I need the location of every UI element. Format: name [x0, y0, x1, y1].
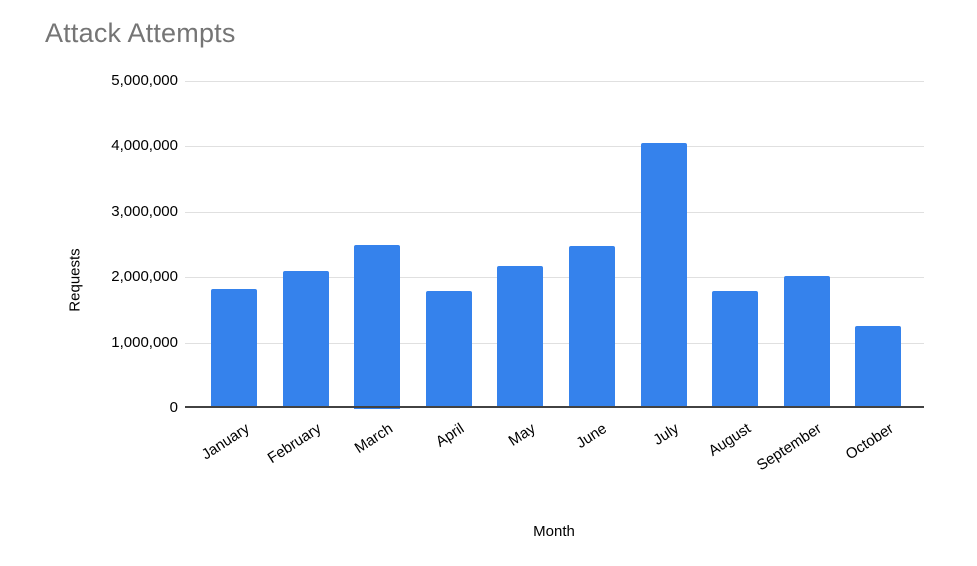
x-tick-label-july: July: [650, 420, 682, 449]
x-tick-label-april: April: [432, 420, 468, 451]
x-tick-label-january: January: [198, 420, 253, 464]
bar-june: [569, 246, 615, 408]
bar-may: [497, 266, 543, 408]
x-axis-title: Month: [533, 523, 575, 540]
gridline-3000000: [185, 212, 924, 213]
y-tick-label-2000000: 2,000,000: [111, 268, 178, 285]
x-tick-label-may: May: [505, 420, 539, 450]
bar-september: [784, 276, 830, 408]
bar-october: [855, 326, 901, 408]
x-tick-label-february: February: [264, 420, 324, 467]
y-tick-label-4000000: 4,000,000: [111, 137, 178, 154]
bar-march: [354, 245, 400, 409]
bar-july: [641, 143, 687, 408]
x-tick-label-september: September: [754, 420, 826, 475]
y-tick-label-5000000: 5,000,000: [111, 72, 178, 89]
gridline-2000000: [185, 277, 924, 278]
gridline-1000000: [185, 343, 924, 344]
x-tick-label-october: October: [842, 420, 897, 464]
chart-title: Attack Attempts: [45, 18, 236, 48]
x-tick-label-march: March: [351, 420, 396, 457]
y-tick-label-1000000: 1,000,000: [111, 334, 178, 351]
bar-august: [712, 291, 758, 408]
x-tick-label-august: August: [705, 420, 754, 460]
bar-january: [211, 289, 257, 408]
x-tick-label-june: June: [573, 420, 611, 452]
x-axis-line: [185, 406, 924, 408]
y-tick-label-3000000: 3,000,000: [111, 203, 178, 220]
y-tick-label-0: 0: [169, 399, 178, 416]
bar-april: [426, 291, 472, 408]
gridline-4000000: [185, 146, 924, 147]
bar-february: [283, 271, 329, 408]
gridline-5000000: [185, 81, 924, 82]
